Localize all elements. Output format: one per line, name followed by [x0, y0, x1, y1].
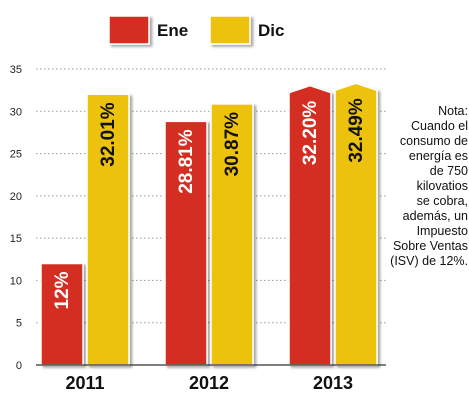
note-line: energía es [408, 149, 468, 163]
y-tick-label: 20 [10, 191, 22, 203]
note-line: (ISV) de 12%. [390, 254, 468, 268]
note-line: Cuando el [411, 119, 468, 133]
note-line: se cobra, [416, 194, 468, 208]
x-tick-label: 2013 [313, 373, 353, 393]
note-line: Nota: [438, 104, 468, 118]
legend-swatch [108, 15, 150, 45]
x-tick-label: 2011 [65, 373, 104, 393]
note-line: kilovatios [416, 179, 468, 193]
bar [164, 120, 208, 366]
y-tick-label: 5 [16, 318, 22, 330]
note-line: Impuesto [416, 224, 468, 238]
note-line: Sobre Ventas [392, 239, 468, 253]
legend-swatch [209, 15, 251, 45]
y-tick-label: 10 [10, 275, 22, 287]
y-tick-label: 15 [10, 233, 22, 245]
x-tick-label: 2012 [189, 373, 229, 393]
y-tick-label: 25 [10, 149, 22, 161]
data-label: 28.81% [176, 129, 197, 194]
data-label: 32.01% [98, 102, 119, 167]
data-label: 32.20% [300, 101, 321, 166]
data-label: 12% [52, 271, 73, 309]
note-text: Nota: Cuando el consumo de energía es de… [386, 104, 468, 269]
bar [40, 262, 84, 366]
note-line: además, un [402, 209, 468, 223]
y-tick-label: 35 [10, 64, 22, 76]
data-label: 32.49% [346, 98, 367, 163]
note-line: de 750 [429, 164, 468, 178]
bar [86, 93, 130, 366]
note-line: consumo de [399, 134, 468, 148]
y-tick-label: 30 [10, 106, 22, 118]
legend-label: Dic [258, 21, 284, 40]
y-tick-label: 0 [16, 360, 22, 372]
bar [210, 103, 254, 366]
legend-label: Ene [157, 21, 188, 40]
data-label: 30.87% [222, 112, 243, 177]
